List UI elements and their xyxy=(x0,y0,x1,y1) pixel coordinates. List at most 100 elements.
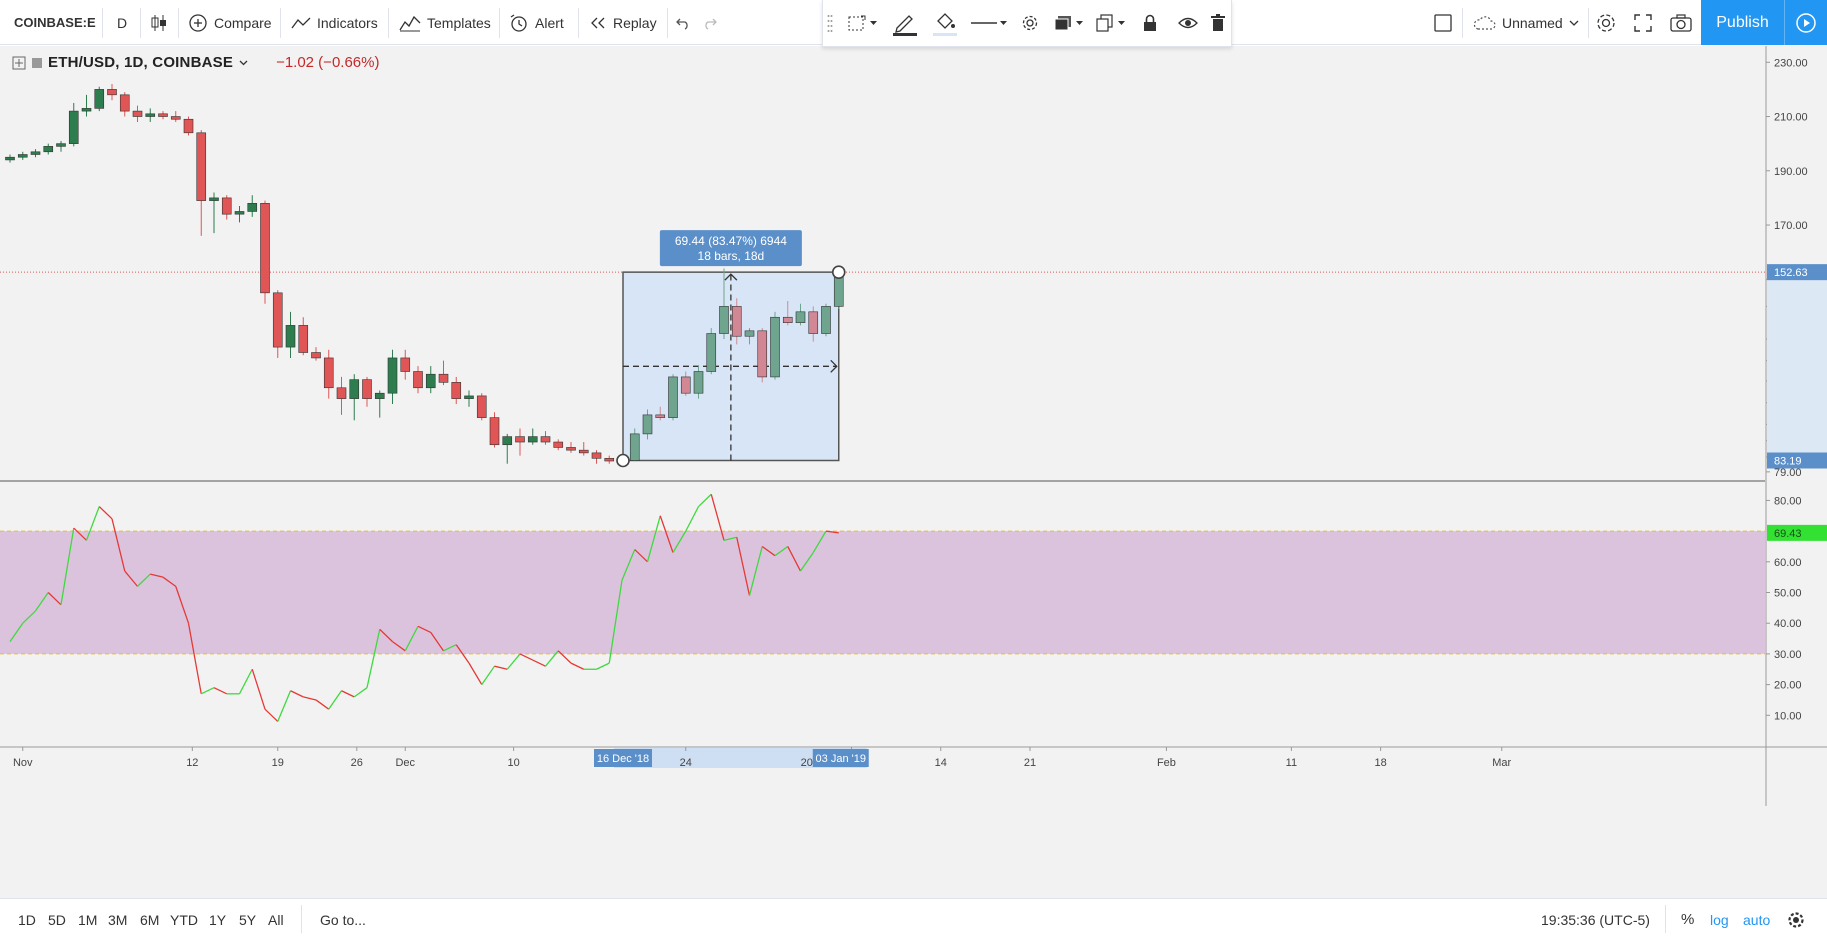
candle xyxy=(68,110,79,144)
candle xyxy=(221,197,232,215)
candle xyxy=(30,151,41,155)
range-button-6m[interactable]: 6M xyxy=(140,911,160,928)
rsi-segment xyxy=(213,687,228,695)
chevron-down-icon[interactable] xyxy=(239,59,248,66)
publish-play-button[interactable] xyxy=(1784,0,1827,45)
candle xyxy=(566,447,576,451)
visual-order-dropdown[interactable] xyxy=(1049,8,1087,38)
measure-label-bg xyxy=(659,230,802,267)
measure-handle xyxy=(616,453,630,468)
select-layout-checkbox[interactable] xyxy=(1434,0,1452,45)
template-dropdown[interactable] xyxy=(843,8,881,38)
rsi-tick-label: 30.00 xyxy=(1774,649,1802,661)
delete-button[interactable] xyxy=(1207,8,1229,38)
rsi-segment xyxy=(392,641,406,652)
log-scale-toggle[interactable]: log xyxy=(1710,911,1729,928)
publish-button[interactable]: Publish xyxy=(1701,0,1784,45)
undo-button[interactable] xyxy=(675,0,691,45)
auto-scale-toggle[interactable]: auto xyxy=(1743,911,1771,928)
snapshot-button[interactable] xyxy=(1670,0,1692,45)
range-button-1y[interactable]: 1Y xyxy=(209,911,227,928)
candle xyxy=(731,306,742,337)
undo-icon xyxy=(676,18,688,30)
candle xyxy=(196,132,207,201)
layout-menu[interactable]: Unnamed xyxy=(1472,0,1579,45)
price-axis[interactable]: 230.00210.00190.00170.00150.00140.00128.… xyxy=(1766,57,1827,722)
range-button-1m[interactable]: 1M xyxy=(78,911,98,928)
range-button-all[interactable]: All xyxy=(268,911,284,928)
rsi-segment xyxy=(494,665,508,670)
alert-label: Alert xyxy=(535,14,564,31)
candle xyxy=(145,113,156,117)
chart-properties-button[interactable] xyxy=(1787,899,1805,939)
candle xyxy=(336,387,347,399)
candle xyxy=(578,449,589,454)
clock-timezone[interactable]: 19:35:36 (UTC-5) xyxy=(1541,911,1650,928)
fill-color-button[interactable] xyxy=(929,8,961,38)
toolbar-divider xyxy=(499,8,500,38)
time-tick-label: 11 xyxy=(1286,757,1297,769)
time-tick-label: Dec xyxy=(395,757,415,769)
rsi-segment xyxy=(481,665,496,685)
range-button-5y[interactable]: 5Y xyxy=(239,911,257,928)
time-start-badge xyxy=(594,749,652,767)
rsi-segment xyxy=(608,580,623,664)
replay-button[interactable]: Replay xyxy=(589,0,657,45)
time-axis[interactable]: Nov121926Dec102471421Feb1118Mar2016 Dec … xyxy=(13,747,1512,769)
indicators-button[interactable]: Indicators xyxy=(291,0,378,45)
rsi-segment xyxy=(251,669,266,710)
candle xyxy=(43,146,54,153)
collapse-toggle-icon[interactable] xyxy=(12,56,26,70)
measure-axis-range xyxy=(1767,272,1827,461)
candle xyxy=(5,156,15,161)
rsi-segment xyxy=(328,690,343,710)
time-tick-label: 18 xyxy=(1375,757,1387,769)
rsi-segment xyxy=(22,610,36,624)
range-button-1d[interactable]: 1D xyxy=(18,911,36,928)
interval-button[interactable]: D xyxy=(117,14,128,31)
chart-type-button[interactable] xyxy=(150,0,168,45)
gear-icon xyxy=(1788,911,1804,928)
candle xyxy=(719,306,729,334)
candle xyxy=(668,376,678,418)
candle xyxy=(527,436,538,443)
candle xyxy=(438,373,449,383)
candle xyxy=(706,333,717,372)
clone-dropdown[interactable] xyxy=(1091,8,1129,38)
lock-button[interactable] xyxy=(1135,8,1165,38)
plus-circle-icon xyxy=(189,13,207,32)
cloud-icon xyxy=(1473,15,1496,30)
drawing-settings-button[interactable] xyxy=(1015,8,1045,38)
drag-handle[interactable] xyxy=(825,8,835,38)
layers-icon xyxy=(1054,16,1071,31)
legend-symbol[interactable]: ETH/USD, 1D, COINBASE xyxy=(48,54,234,71)
alert-button[interactable]: Alert xyxy=(509,0,564,45)
time-tick-label: 26 xyxy=(351,757,363,769)
compare-button[interactable]: Compare xyxy=(188,0,272,45)
fullscreen-button[interactable] xyxy=(1634,0,1652,45)
alarm-clock-icon xyxy=(510,13,527,32)
percent-scale-toggle[interactable]: % xyxy=(1681,911,1695,928)
chart-area[interactable]: 69.44 (83.47%) 6944 18 bars, 18d 230.00 21… xyxy=(0,46,1827,898)
line-color-button[interactable] xyxy=(889,8,921,38)
redo-button[interactable] xyxy=(702,0,718,45)
toolbar-divider xyxy=(1588,8,1589,38)
symbol-search[interactable]: COINBASE:E xyxy=(14,15,96,30)
range-button-3m[interactable]: 3M xyxy=(108,911,128,928)
candle xyxy=(119,94,130,112)
candle xyxy=(782,316,793,323)
hide-button[interactable] xyxy=(1173,8,1203,38)
measure-box[interactable] xyxy=(622,271,840,462)
line-style-dropdown[interactable] xyxy=(969,8,1009,38)
templates-button[interactable]: Templates xyxy=(399,0,491,45)
toolbar-divider xyxy=(667,8,668,38)
range-button-5d[interactable]: 5D xyxy=(48,911,66,928)
range-button-ytd[interactable]: YTD xyxy=(170,911,198,928)
time-tick-label: 10 xyxy=(508,757,520,769)
candle xyxy=(323,357,334,389)
goto-date-button[interactable]: Go to... xyxy=(320,911,366,928)
settings-button[interactable] xyxy=(1595,0,1617,45)
toolbar-divider xyxy=(301,905,302,933)
